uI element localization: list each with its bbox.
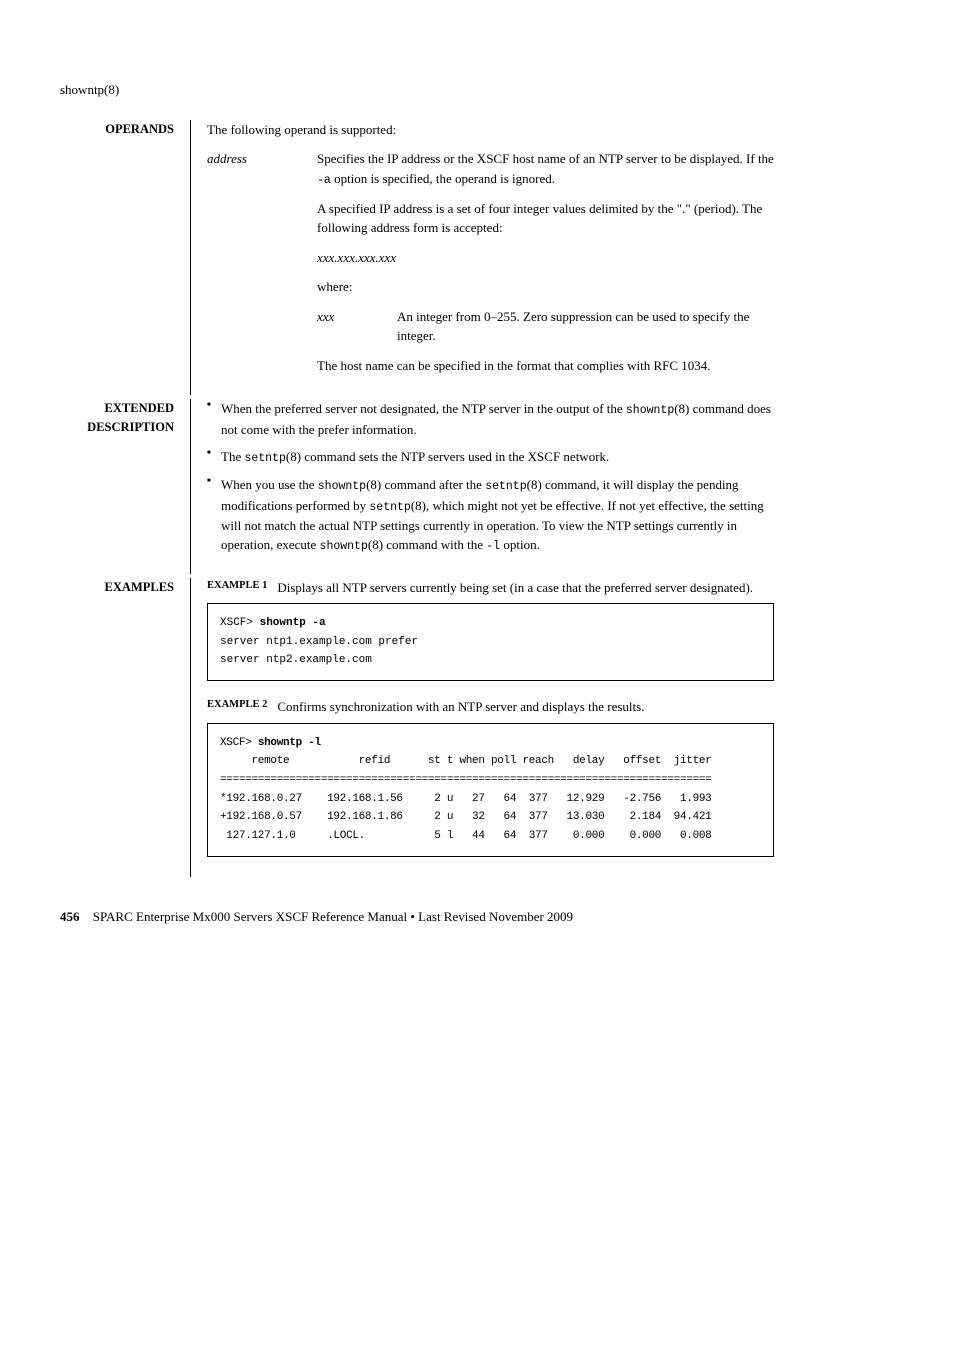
ex2-sep: ========================================… xyxy=(220,774,712,786)
addr-p1b: option is specified, the operand is igno… xyxy=(331,171,555,186)
addr-p2: A specified IP address is a set of four … xyxy=(317,199,774,238)
operands-intro: The following operand is supported: xyxy=(207,120,774,140)
page-header-command: showntp(8) xyxy=(60,80,774,100)
b2code: setntp xyxy=(244,452,285,465)
section-body-examples: EXAMPLE 1 Displays all NTP servers curre… xyxy=(190,578,774,877)
example-2-code: XSCF> showntp -l remote refid st t when … xyxy=(207,723,774,857)
ex1-prompt: XSCF> xyxy=(220,617,260,629)
ex2-hdr: remote refid st t when poll reach delay … xyxy=(220,755,712,767)
ex2-row1: *192.168.0.27 192.168.1.56 2 u 27 64 377… xyxy=(220,793,712,805)
extdesc-bullet-1: When the preferred server not designated… xyxy=(207,399,774,439)
b3a: When you use the xyxy=(221,477,318,492)
example-2-tag: EXAMPLE 2 xyxy=(207,697,267,717)
page-footer: 456 SPARC Enterprise Mx000 Servers XSCF … xyxy=(60,907,774,927)
addr-p1code: -a xyxy=(317,174,331,187)
ex1-cmd: showntp -a xyxy=(260,617,326,629)
example-1-tag: EXAMPLE 1 xyxy=(207,578,267,598)
page-number: 456 xyxy=(60,909,80,924)
section-extended-description: EXTENDED DESCRIPTION When the preferred … xyxy=(60,399,774,573)
example-2: EXAMPLE 2 Confirms synchronization with … xyxy=(207,697,774,857)
xxx-term: xxx xyxy=(317,307,397,346)
b3c4: showntp xyxy=(320,540,368,553)
b3b: (8) command after the xyxy=(366,477,485,492)
b3c3: setntp xyxy=(369,501,410,514)
section-examples: EXAMPLES EXAMPLE 1 Displays all NTP serv… xyxy=(60,578,774,877)
b2a: The xyxy=(221,449,244,464)
b1code: showntp xyxy=(626,404,674,417)
addr-format: xxx.xxx.xxx.xxx xyxy=(317,248,774,268)
b3f: option. xyxy=(500,537,540,552)
ex1-line2: server ntp2.example.com xyxy=(220,654,372,666)
b2b: (8) command sets the NTP servers used in… xyxy=(286,449,609,464)
b3c1: showntp xyxy=(318,480,366,493)
ex2-cmd: showntp -l xyxy=(258,737,321,749)
operand-def-address: Specifies the IP address or the XSCF hos… xyxy=(317,149,774,385)
addr-p1a: Specifies the IP address or the XSCF hos… xyxy=(317,151,774,166)
example-1-desc: Displays all NTP servers currently being… xyxy=(277,578,753,598)
extdesc-bullet-3: When you use the showntp(8) command afte… xyxy=(207,475,774,555)
section-body-operands: The following operand is supported: addr… xyxy=(190,120,774,396)
ex1-line1: server ntp1.example.com prefer xyxy=(220,636,418,648)
example-1: EXAMPLE 1 Displays all NTP servers curre… xyxy=(207,578,774,682)
operand-term-address: address xyxy=(207,149,317,385)
b3c5: -l xyxy=(486,540,500,553)
extdesc-l1: EXTENDED xyxy=(105,401,174,415)
ex2-row3: 127.127.1.0 .LOCL. 5 l 44 64 377 0.000 0… xyxy=(220,830,712,842)
b1a: When the preferred server not designated… xyxy=(221,401,626,416)
section-body-extdesc: When the preferred server not designated… xyxy=(190,399,774,573)
section-label-extdesc: EXTENDED DESCRIPTION xyxy=(60,399,190,437)
addr-host: The host name can be specified in the fo… xyxy=(317,356,774,376)
section-label-operands: OPERANDS xyxy=(60,120,190,139)
addr-where: where: xyxy=(317,277,774,297)
section-label-examples: EXAMPLES xyxy=(60,578,190,597)
b3c2: setntp xyxy=(485,480,526,493)
extdesc-bullet-2: The setntp(8) command sets the NTP serve… xyxy=(207,447,774,467)
ex2-row2: +192.168.0.57 192.168.1.86 2 u 32 64 377… xyxy=(220,811,712,823)
example-2-desc: Confirms synchronization with an NTP ser… xyxy=(277,697,644,717)
ex2-prompt: XSCF> xyxy=(220,737,258,749)
extdesc-l2: DESCRIPTION xyxy=(87,420,174,434)
example-1-code: XSCF> showntp -a server ntp1.example.com… xyxy=(207,603,774,681)
section-operands: OPERANDS The following operand is suppor… xyxy=(60,120,774,396)
footer-text: SPARC Enterprise Mx000 Servers XSCF Refe… xyxy=(93,909,573,924)
xxx-def: An integer from 0–255. Zero suppression … xyxy=(397,307,774,346)
b3e: (8) command with the xyxy=(368,537,486,552)
